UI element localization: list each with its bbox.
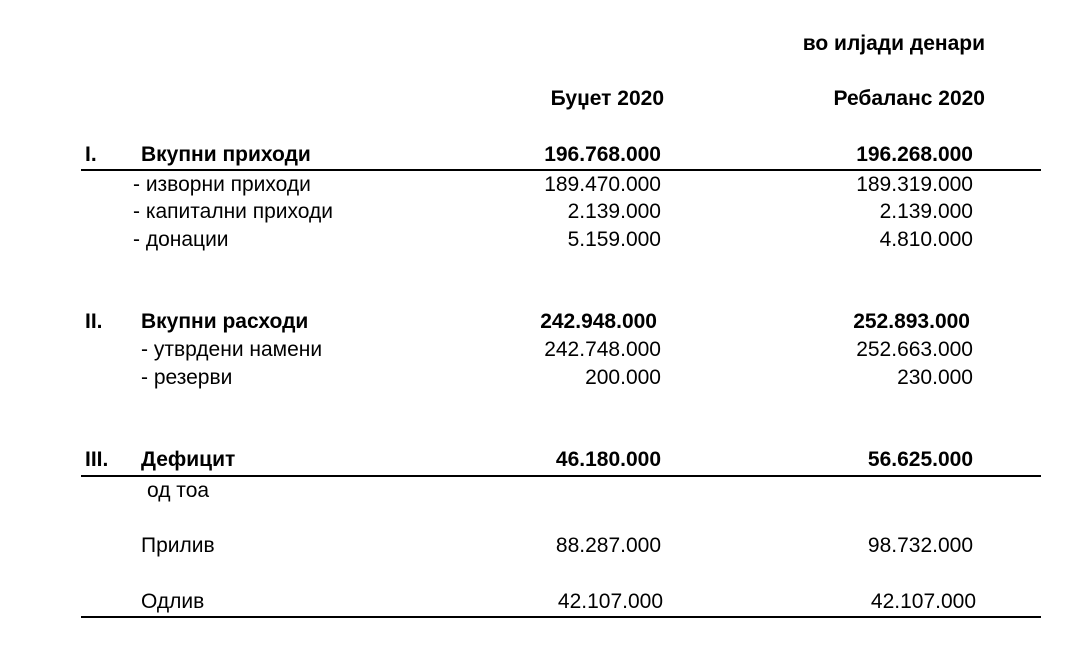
item-label: - изворни приходи [133,173,311,196]
item-label: Прилив [141,534,215,557]
divider [81,169,1041,171]
item-value-budget: 242.748.000 [544,338,661,361]
column-header-budget: Буџет 2020 [550,87,664,110]
divider [81,475,1041,477]
section-value-rebalance: 252.893.000 [853,310,970,333]
section-numeral: I. [85,143,97,166]
section-value-budget: 46.180.000 [555,448,661,471]
item-value-budget: 189.470.000 [544,173,661,196]
section-value-budget: 242.948.000 [540,310,657,333]
divider [81,616,1041,618]
section-label: Вкупни приходи [141,143,311,166]
item-value-rebalance: 98.732.000 [867,534,973,557]
item-value-budget: 88.287.000 [555,534,661,557]
item-value-rebalance: 4.810.000 [879,228,973,251]
section-value-rebalance: 56.625.000 [867,448,973,471]
item-value-budget: 200.000 [585,366,661,389]
item-value-rebalance: 189.319.000 [856,173,973,196]
column-header-rebalance: Ребаланс 2020 [833,87,985,110]
section-label: Вкупни расходи [141,310,309,333]
item-value-budget: 2.139.000 [567,200,661,223]
item-value-rebalance: 2.139.000 [879,200,973,223]
section-numeral: II. [85,310,103,333]
item-label: - утврдени намени [141,338,323,361]
item-value-rebalance: 230.000 [897,366,973,389]
item-value-budget: 42.107.000 [557,590,663,613]
section-value-rebalance: 196.268.000 [856,143,973,166]
item-label: - донации [133,228,229,251]
item-value-budget: 5.159.000 [567,228,661,251]
item-label: Одлив [141,590,205,613]
item-value-rebalance: 252.663.000 [856,338,973,361]
item-label: - капитални приходи [133,200,333,223]
unit-note: во илјади денари [802,32,985,55]
section-value-budget: 196.768.000 [544,143,661,166]
item-value-rebalance: 42.107.000 [870,590,976,613]
item-label: - резерви [141,366,233,389]
subheading: од тоа [147,479,210,502]
section-numeral: III. [85,448,109,471]
section-label: Дефицит [141,448,236,471]
